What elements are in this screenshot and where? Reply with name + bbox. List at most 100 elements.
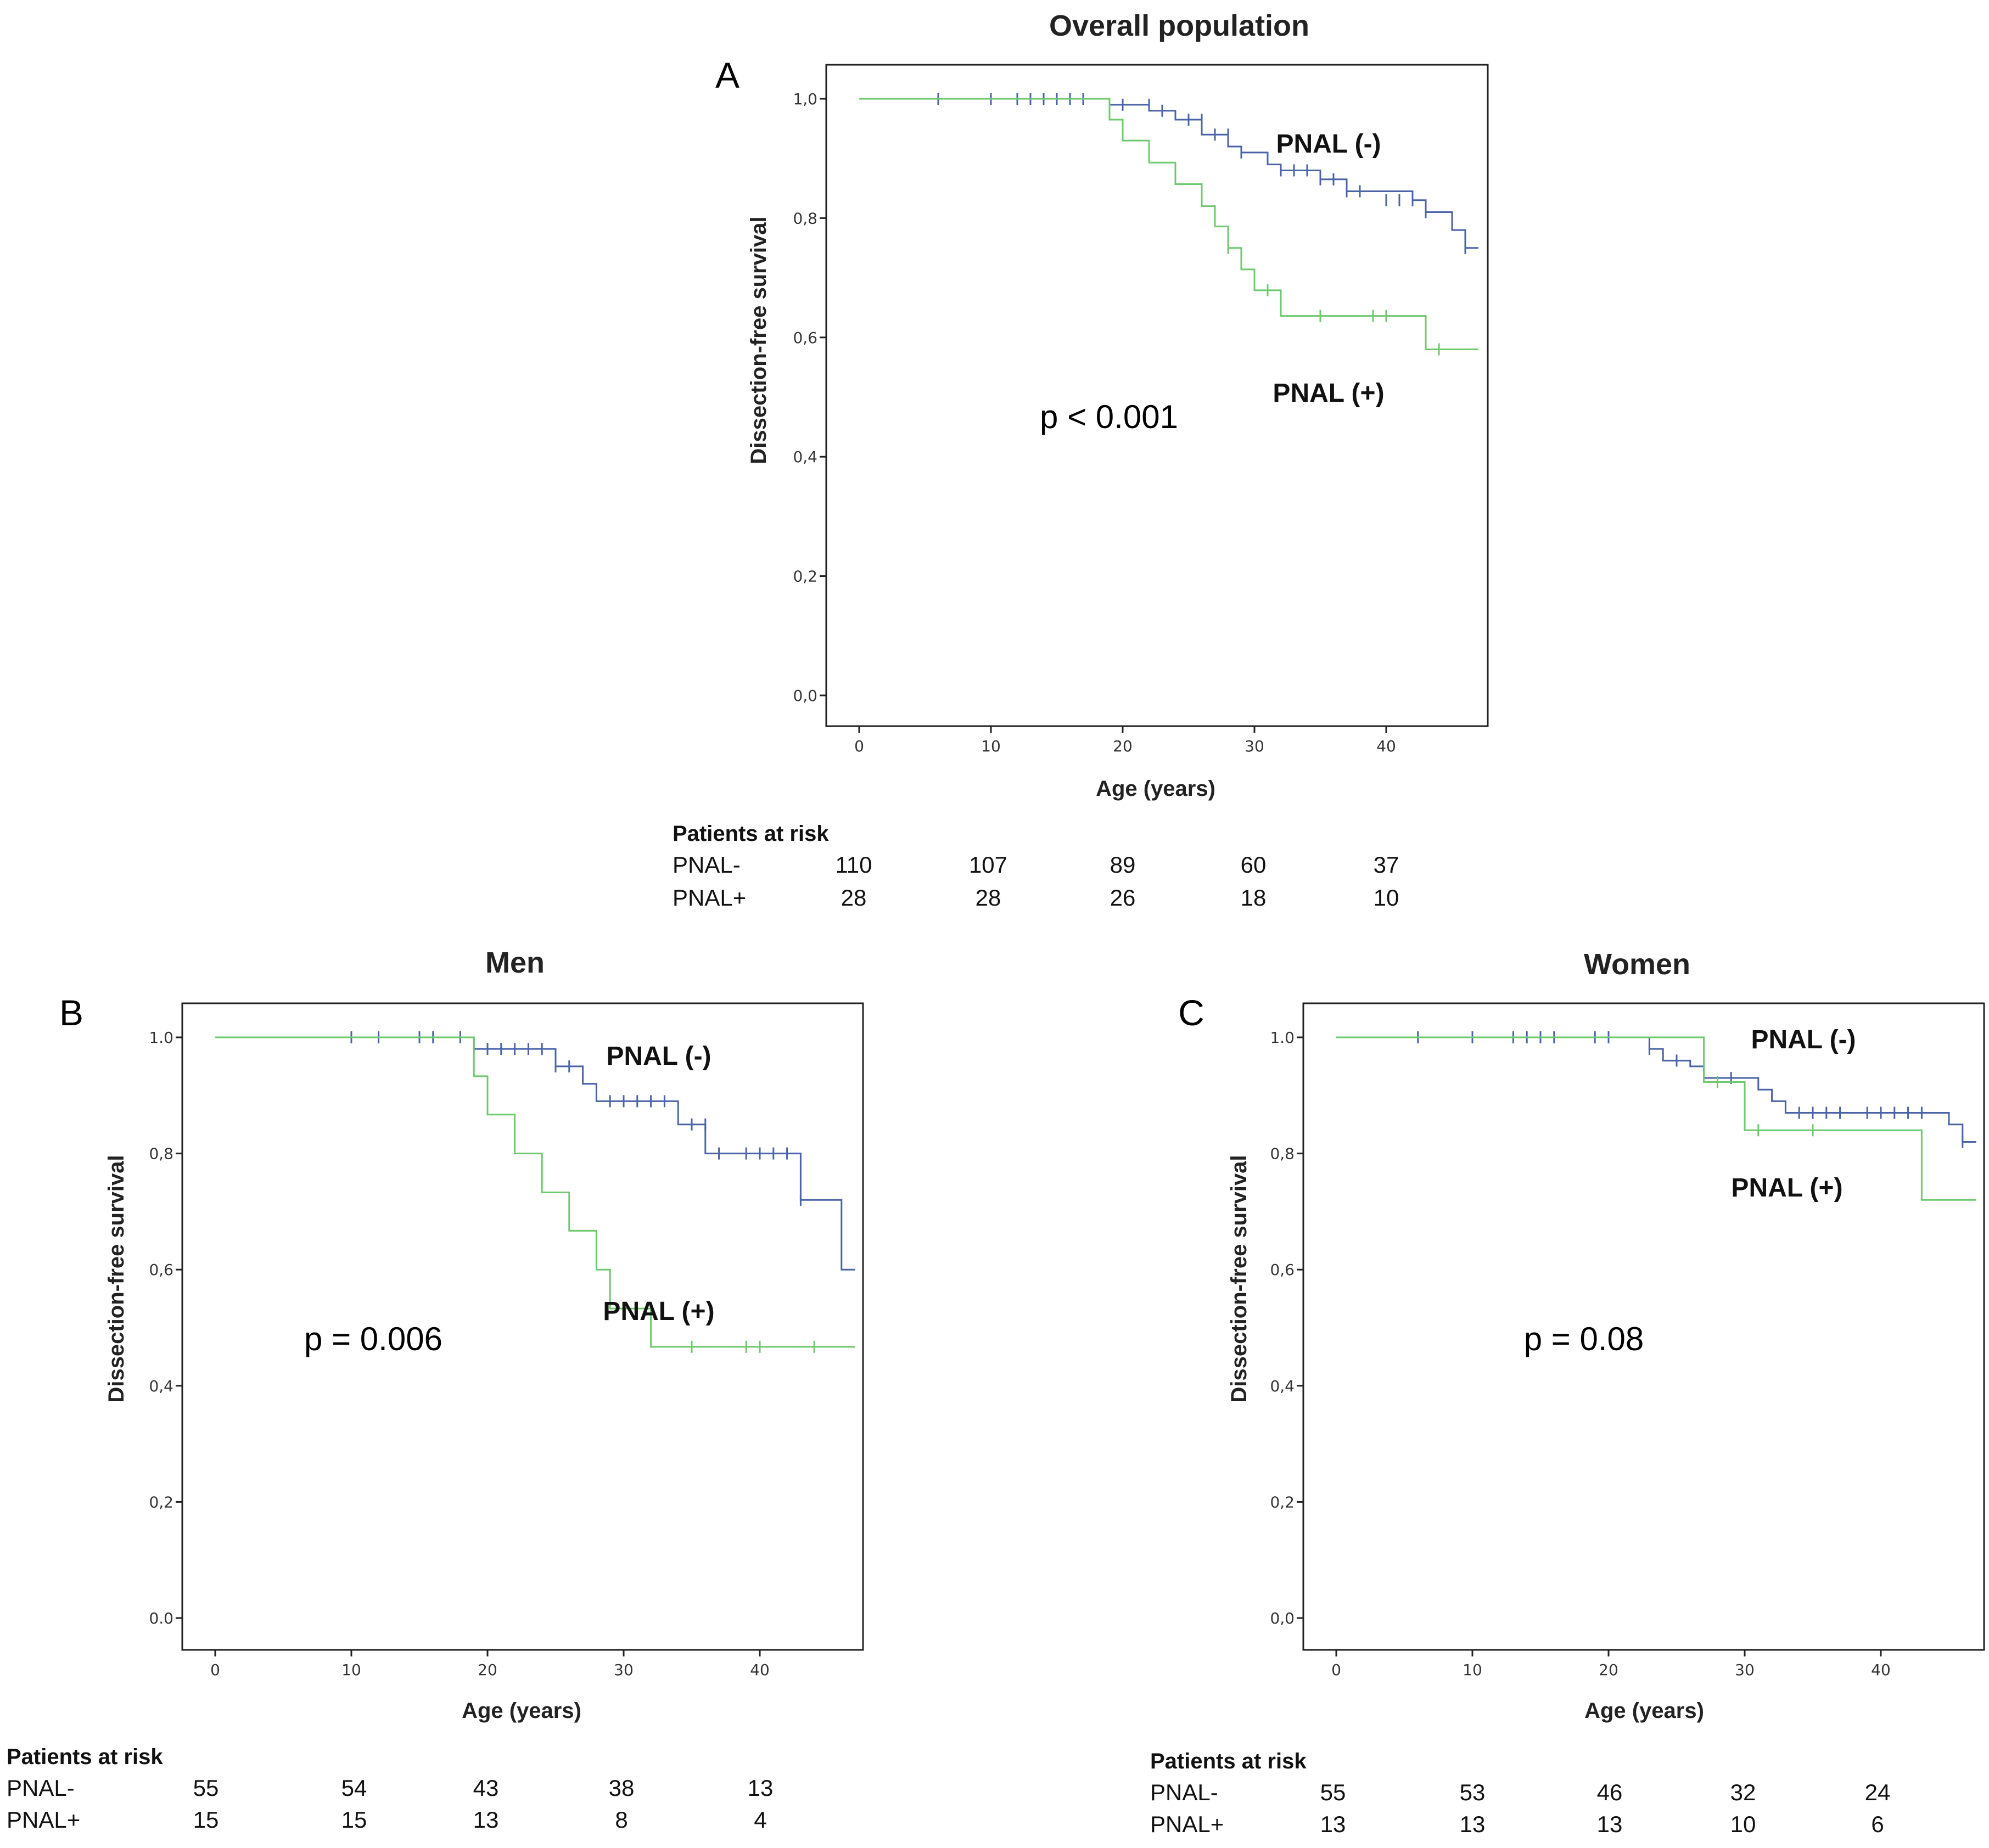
y-axis-label: Dissection-free survival [1227, 1155, 1251, 1402]
survival-curve [215, 1036, 855, 1348]
at-risk-value: 13 [1460, 1811, 1486, 1837]
x-tick-label: 30 [1245, 737, 1264, 755]
x-tick-label: 30 [614, 1661, 634, 1679]
y-tick-label: 0,4 [149, 1377, 173, 1395]
x-tick-label: 20 [1599, 1661, 1618, 1679]
survival-curve [1336, 1036, 1976, 1143]
at-risk-value: 13 [473, 1807, 499, 1833]
series-pnal-negative [859, 93, 1478, 254]
at-risk-value: 6 [1871, 1811, 1884, 1837]
at-risk-table: Patients at risk PNAL- 55 54 43 38 13 PNAL+ 15 15… [7, 1745, 773, 1833]
at-risk-value: 4 [754, 1807, 766, 1833]
at-risk-row-label: PNAL- [1150, 1779, 1218, 1805]
survival-curve [859, 98, 1478, 249]
chart-title: Men [485, 946, 545, 979]
at-risk-value: 28 [841, 885, 867, 911]
curve-label-positive: PNAL (+) [1273, 379, 1384, 408]
y-axis-label: Dissection-free survival [104, 1155, 128, 1402]
at-risk-value: 55 [193, 1775, 219, 1801]
at-risk-value: 26 [1110, 885, 1136, 911]
plot-frame [1302, 1002, 1985, 1651]
at-risk-header: Patients at risk [1150, 1749, 1307, 1773]
y-tick-label: 0,8 [793, 209, 817, 227]
curve-label-negative: PNAL (-) [606, 1042, 711, 1071]
at-risk-header: Patients at risk [7, 1745, 163, 1769]
x-tick-label: 20 [1113, 737, 1133, 755]
curve-label-negative: PNAL (-) [1751, 1025, 1856, 1054]
y-tick-label: 0,6 [149, 1261, 173, 1279]
at-risk-row-label: PNAL+ [1150, 1811, 1224, 1837]
y-tick-label: 0,6 [793, 329, 817, 347]
at-risk-value: 54 [341, 1775, 367, 1801]
at-risk-value: 8 [615, 1807, 627, 1833]
panel-b: Men B 0.0 0,2 0,4 0,6 0,8 1.0 0 10 20 30 40 Age (year… [7, 946, 864, 1833]
at-risk-row-label: PNAL- [673, 852, 741, 878]
at-risk-value: 37 [1374, 852, 1399, 878]
at-risk-value: 32 [1730, 1779, 1756, 1805]
y-tick-label: 0,2 [149, 1493, 173, 1511]
at-risk-value: 10 [1374, 885, 1399, 911]
at-risk-value: 13 [748, 1775, 774, 1801]
series-pnal-positive [1336, 1036, 1976, 1201]
y-tick-label: 1,0 [793, 90, 817, 108]
survival-curve [859, 98, 1478, 351]
y-tick-label: 0,0 [793, 687, 817, 705]
panel-letter: A [715, 55, 739, 96]
y-tick-label: 0,8 [149, 1145, 173, 1163]
y-tick-label: 0,8 [1270, 1145, 1295, 1163]
y-tick-label: 0,0 [1270, 1609, 1295, 1627]
at-risk-row-label: PNAL+ [673, 885, 746, 911]
y-tick-label: 0,4 [793, 448, 817, 466]
x-tick-label: 40 [1871, 1661, 1891, 1679]
y-tick-label: 0,6 [1270, 1261, 1295, 1279]
p-value: p = 0.08 [1524, 1321, 1644, 1357]
at-risk-value: 18 [1241, 885, 1267, 911]
at-risk-table: Patients at risk PNAL- 55 53 46 32 24 PNAL+ 13 13… [1150, 1749, 1890, 1837]
at-risk-value: 53 [1460, 1779, 1486, 1805]
panel-letter: B [59, 992, 83, 1033]
at-risk-value: 110 [836, 852, 872, 878]
at-risk-value: 43 [473, 1775, 499, 1801]
x-tick-label: 40 [750, 1661, 770, 1679]
curve-label-negative: PNAL (-) [1276, 130, 1381, 159]
x-axis-label: Age (years) [1096, 777, 1215, 801]
at-risk-value: 46 [1597, 1779, 1623, 1805]
x-tick-label: 10 [981, 737, 1001, 755]
y-tick-label: 1.0 [1270, 1029, 1295, 1047]
plot-frame [825, 64, 1489, 727]
curve-label-positive: PNAL (+) [1731, 1173, 1842, 1203]
y-tick-label: 0.0 [149, 1609, 173, 1627]
y-tick-label: 0,2 [1270, 1493, 1295, 1511]
at-risk-value: 28 [976, 885, 1001, 911]
panel-c: Women C 0,0 0,2 0,4 0,6 0,8 1.0 0 10 20 30 40 Age (ye… [1150, 948, 1985, 1837]
x-tick-label: 10 [341, 1661, 361, 1679]
at-risk-value: 15 [341, 1807, 367, 1833]
x-tick-label: 0 [1331, 1661, 1341, 1679]
at-risk-value: 10 [1730, 1811, 1756, 1837]
x-tick-label: 0 [210, 1661, 220, 1679]
series-pnal-positive [859, 98, 1478, 356]
at-risk-value: 38 [609, 1775, 635, 1801]
series-pnal-negative [215, 1031, 855, 1271]
plot-frame [181, 1002, 864, 1651]
panel-a: Overall population A 0,0 0,2 0,4 0,6 0,8 1,0 0 10… [673, 9, 1489, 911]
at-risk-header: Patients at risk [673, 822, 829, 846]
at-risk-value: 89 [1110, 852, 1136, 878]
p-value: p < 0.001 [1040, 398, 1178, 435]
at-risk-value: 107 [969, 852, 1007, 878]
y-tick-label: 0,2 [793, 568, 817, 586]
x-tick-label: 40 [1376, 737, 1396, 755]
at-risk-row-label: PNAL+ [7, 1807, 80, 1833]
x-axis-label: Age (years) [462, 1699, 581, 1723]
x-axis-label: Age (years) [1584, 1699, 1704, 1723]
x-tick-label: 0 [854, 737, 864, 755]
chart-title: Women [1584, 948, 1690, 981]
at-risk-value: 13 [1597, 1811, 1623, 1837]
x-tick-label: 30 [1735, 1661, 1755, 1679]
curve-label-positive: PNAL (+) [603, 1297, 714, 1326]
y-tick-label: 1.0 [149, 1029, 173, 1047]
panel-letter: C [1178, 992, 1204, 1033]
series-pnal-positive [215, 1036, 855, 1353]
at-risk-row-label: PNAL- [7, 1775, 75, 1801]
